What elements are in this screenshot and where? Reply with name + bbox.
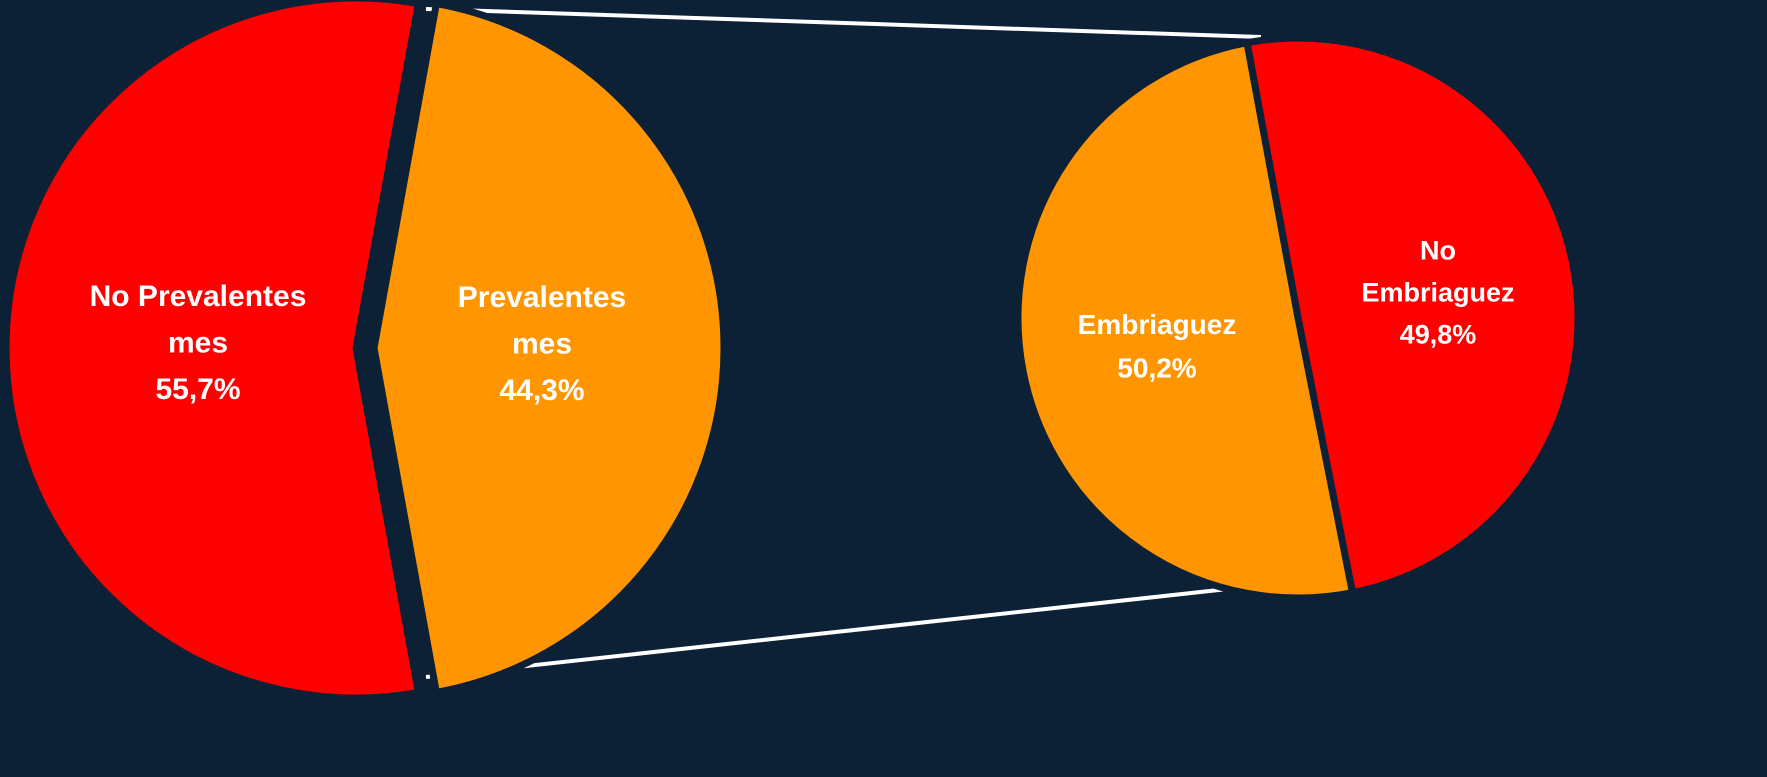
slice-label-line: No bbox=[1420, 236, 1456, 266]
slice-label-line: 49,8% bbox=[1400, 319, 1477, 349]
slice-label-line: 55,7% bbox=[155, 373, 240, 406]
slice-label-line: mes bbox=[168, 327, 228, 360]
connector-line-bottom bbox=[425, 585, 1247, 679]
slice-prevalentes-mes bbox=[370, 0, 728, 697]
slice-label-no-embriaguez: No Embriaguez 49,8% bbox=[1361, 236, 1514, 350]
slice-label-line: Embriaguez bbox=[1361, 277, 1514, 307]
main-pie: No Prevalentes mes 55,7% Prevalentes mes 44,3… bbox=[2, 0, 728, 702]
connector-line-top bbox=[425, 7, 1262, 39]
slice-label-line: 50,2% bbox=[1117, 353, 1196, 384]
slice-embriaguez bbox=[1014, 38, 1357, 602]
slice-label-embriaguez: Embriaguez 50,2% bbox=[1078, 309, 1237, 383]
slice-label-prevalentes: Prevalentes mes 44,3% bbox=[458, 281, 626, 407]
slice-label-line: Prevalentes bbox=[458, 281, 626, 314]
connector-lines bbox=[425, 7, 1262, 679]
slice-no-prevalentes-mes bbox=[2, 0, 423, 702]
slice-no-embriaguez bbox=[1242, 34, 1582, 597]
slice-label-line: mes bbox=[512, 328, 572, 361]
slice-label-line: No Prevalentes bbox=[90, 280, 307, 313]
slice-label-no-prevalentes: No Prevalentes mes 55,7% bbox=[90, 280, 307, 406]
slice-label-line: Embriaguez bbox=[1078, 309, 1237, 340]
secondary-pie: Embriaguez 50,2% No Embriaguez 49,8% bbox=[1014, 34, 1582, 602]
slice-label-line: 44,3% bbox=[499, 374, 584, 407]
